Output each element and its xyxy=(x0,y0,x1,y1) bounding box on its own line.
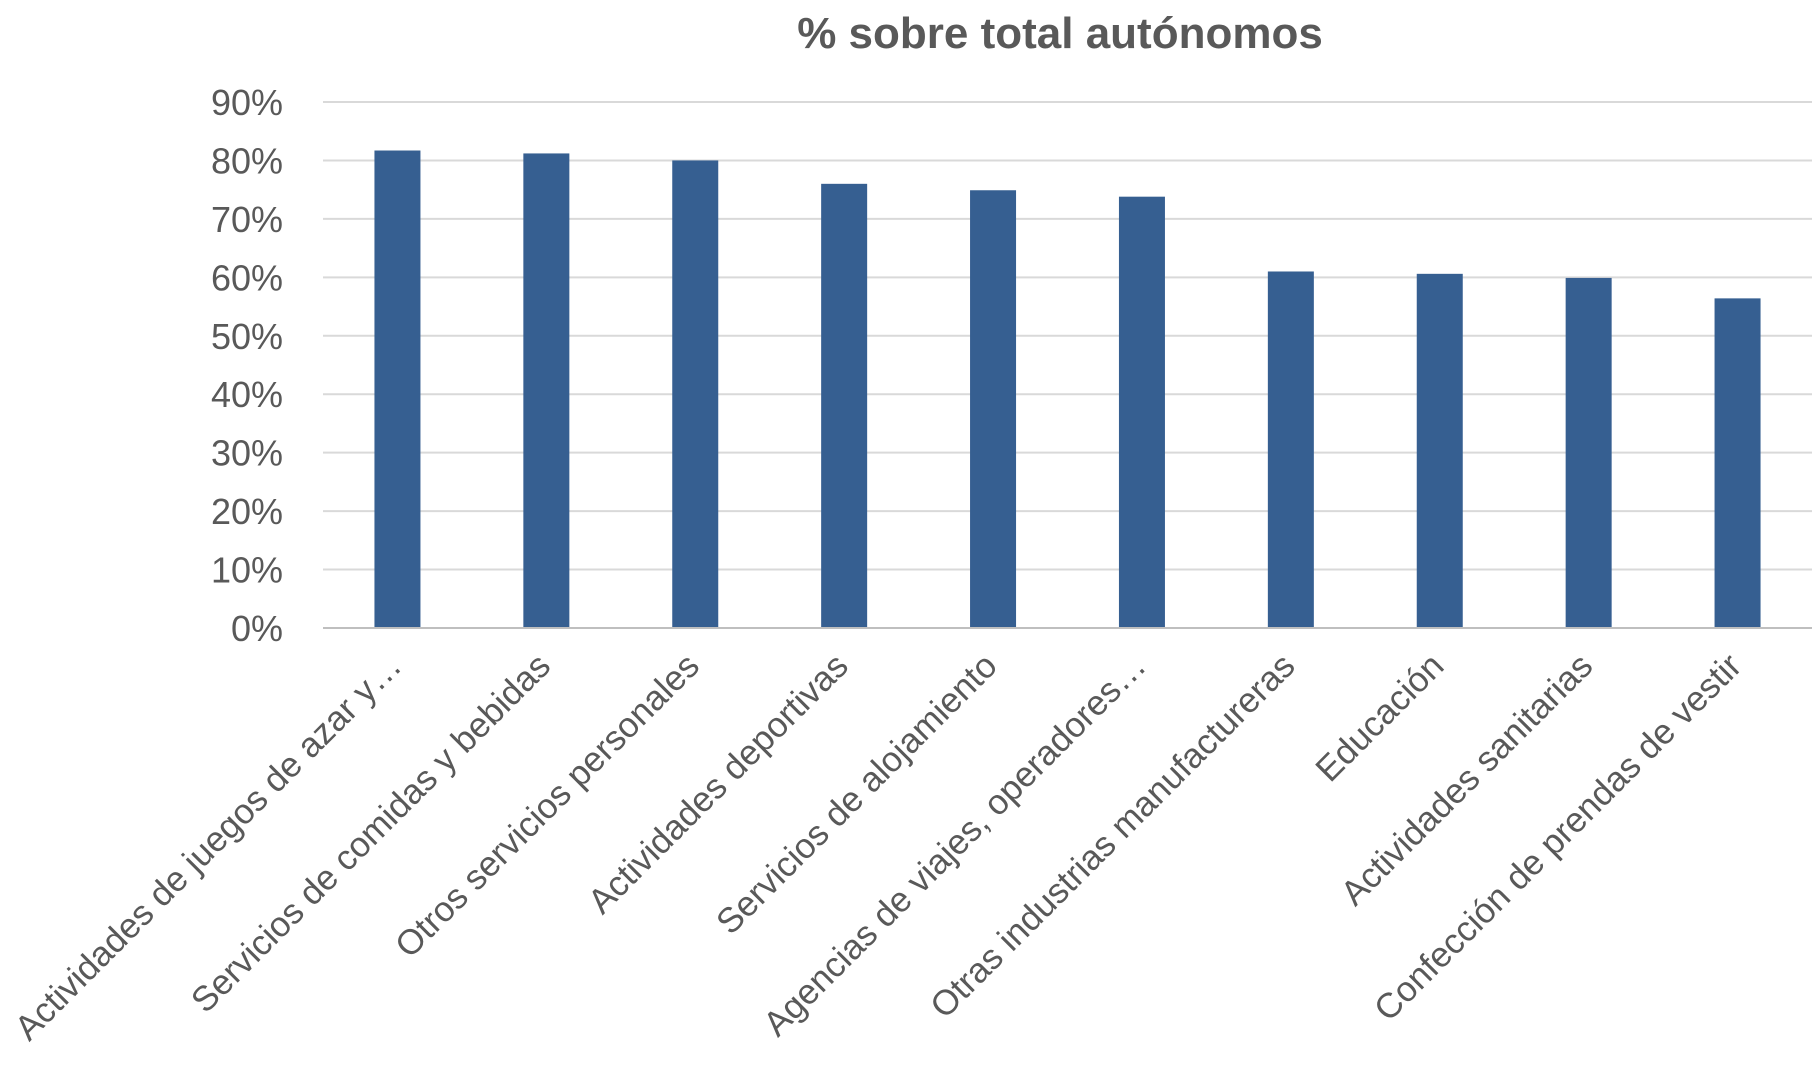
y-tick-label: 10% xyxy=(211,550,283,591)
y-tick-label: 70% xyxy=(211,199,283,240)
y-tick-label: 80% xyxy=(211,140,283,181)
x-tick-label: Educación xyxy=(1308,646,1451,789)
bar xyxy=(970,190,1017,629)
gridlines xyxy=(323,101,1812,571)
y-tick-label: 20% xyxy=(211,491,283,532)
bar xyxy=(1267,271,1314,628)
bar xyxy=(672,160,719,628)
y-tick-label: 90% xyxy=(211,82,283,123)
y-tick-label: 30% xyxy=(211,433,283,474)
y-tick-label: 40% xyxy=(211,374,283,415)
bars xyxy=(374,150,1761,629)
bar xyxy=(821,183,868,629)
bar xyxy=(1714,298,1761,628)
y-tick-label: 50% xyxy=(211,316,283,357)
bar xyxy=(1565,277,1612,628)
chart-title: % sobre total autónomos xyxy=(797,9,1323,58)
y-tick-label: 0% xyxy=(231,608,283,649)
x-tick-label: Otros servicios personales xyxy=(388,646,707,965)
x-tick-label: Servicios de alojamiento xyxy=(709,646,1005,942)
bar xyxy=(1118,196,1165,628)
bar xyxy=(374,150,421,628)
x-tick-label: Actividades deportivas xyxy=(581,646,856,921)
x-tick-label: Actividades sanitarias xyxy=(1333,646,1600,913)
x-axis-labels: Actividades de juegos de azar y…Servicio… xyxy=(7,646,1749,1048)
bar xyxy=(1416,273,1463,628)
y-axis-ticks: 0% 10% 20% 30% 40% 50% 60% 70% 80% 90% xyxy=(211,82,283,649)
y-tick-label: 60% xyxy=(211,257,283,298)
bar xyxy=(523,153,570,629)
